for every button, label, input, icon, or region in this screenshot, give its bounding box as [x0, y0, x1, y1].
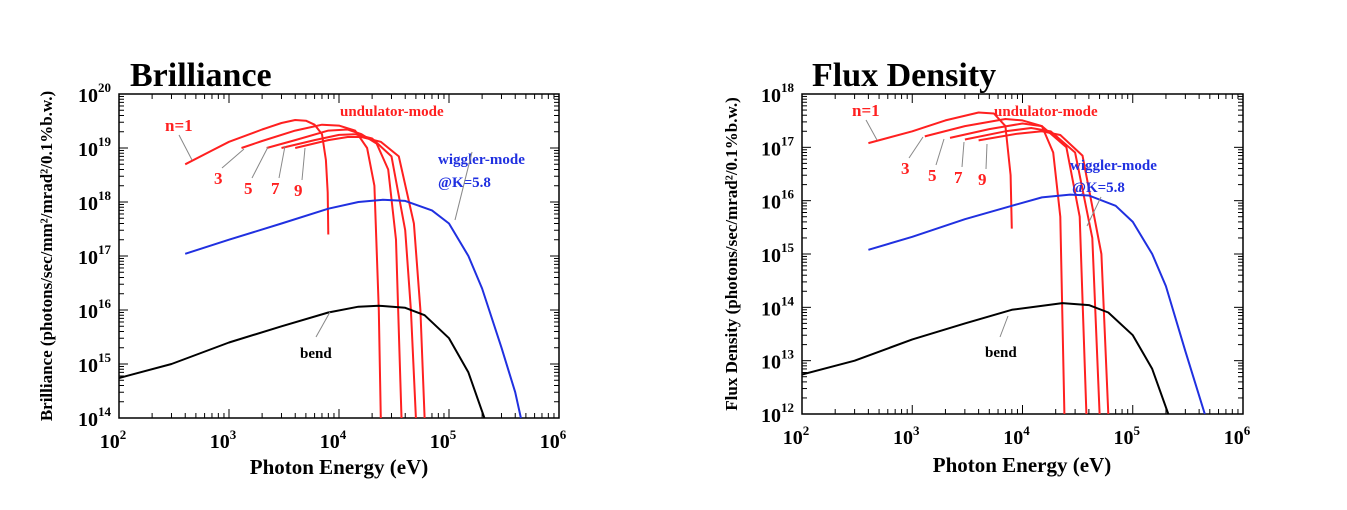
series-line-undulator-n7 [281, 133, 417, 418]
x-tick-label: 106 [540, 427, 567, 453]
plot-frame [801, 93, 1244, 415]
x-tick-label: 105 [1114, 423, 1141, 449]
flux-density-chart: Flux Density Photon Energy (eV) Flux Den… [722, 57, 1251, 477]
series-line-undulator-n7 [964, 127, 1101, 414]
x-axis-label: Photon Energy (eV) [250, 455, 428, 479]
chart-title: Flux Density [812, 57, 996, 94]
bend-label: bend [985, 345, 1017, 361]
label-n1: n=1 [852, 101, 880, 120]
y-tick-label: 1017 [761, 133, 795, 160]
series-line-wiggler [868, 193, 1206, 414]
leader-line [999, 315, 1009, 338]
wiggler-mode-label: wiggler-mode [438, 152, 525, 168]
label-n3: 3 [214, 169, 223, 188]
plot-frame [118, 93, 560, 419]
x-tick-label: 105 [430, 427, 457, 453]
x-tick-label: 104 [320, 427, 347, 453]
leader-line [278, 145, 286, 179]
x-tick-label: 103 [893, 423, 920, 449]
x-tick-label: 103 [210, 427, 237, 453]
y-tick-label: 1016 [78, 296, 112, 323]
undulator-mode-label: undulator-mode [340, 104, 444, 120]
y-tick-label: 1015 [761, 240, 795, 267]
y-tick-label: 1018 [761, 80, 795, 107]
leader-line [935, 138, 945, 166]
y-tick-label: 1015 [78, 350, 112, 377]
label-n7: 7 [271, 179, 280, 198]
series-line-undulator-n9 [294, 136, 426, 418]
series-line-bend [119, 304, 486, 418]
series-line-undulator-n1 [184, 119, 330, 235]
label-n7: 7 [954, 168, 963, 187]
y-tick-label: 1014 [78, 404, 112, 431]
leader-line [908, 136, 924, 159]
y-tick-label: 1013 [761, 347, 795, 374]
y-tick-label: 1018 [78, 188, 112, 215]
label-n9: 9 [978, 170, 987, 189]
y-tick-label: 1020 [78, 80, 111, 107]
leader-line [251, 146, 269, 179]
x-axis-label: Photon Energy (eV) [933, 453, 1111, 477]
series-line-undulator-n3 [241, 123, 382, 418]
y-tick-label: 1012 [761, 400, 794, 427]
y-tick-label: 1017 [78, 242, 112, 269]
wiggler-k-label: @K=5.8 [1072, 180, 1125, 196]
series-line-undulator-n5 [949, 122, 1088, 414]
y-tick-label: 1014 [761, 293, 795, 320]
series-line-wiggler [184, 198, 522, 418]
leader-line [865, 119, 878, 141]
wiggler-mode-label: wiggler-mode [1070, 158, 1157, 174]
label-n5: 5 [928, 166, 937, 185]
undulator-mode-label: undulator-mode [994, 104, 1098, 120]
chart-title: Brilliance [130, 57, 272, 94]
y-axis-label: Flux Density (photons/sec/mrad²/0.1%b.w.… [722, 97, 741, 410]
series-line-bend [802, 302, 1170, 414]
leader-line [301, 147, 306, 181]
leader-line [961, 141, 965, 168]
x-tick-label: 106 [1224, 423, 1251, 449]
leader-line [315, 311, 331, 338]
label-n5: 5 [244, 179, 253, 198]
leader-line [178, 134, 193, 161]
y-tick-label: 1016 [761, 187, 795, 214]
leader-line [221, 148, 245, 169]
leader-line [1086, 196, 1102, 227]
label-n3: 3 [901, 159, 910, 178]
x-tick-label: 102 [783, 423, 810, 449]
series-line-undulator-n3 [924, 118, 1066, 414]
label-n1: n=1 [165, 116, 193, 135]
bend-label: bend [300, 346, 332, 362]
leader-line [985, 143, 988, 170]
leader-line [454, 151, 473, 221]
x-tick-label: 102 [100, 427, 127, 453]
y-axis-label: Brilliance (photons/sec/mm²/mrad²/0.1%b.… [37, 91, 56, 421]
series-line-undulator-n9 [978, 130, 1110, 414]
label-n9: 9 [294, 181, 303, 200]
x-tick-label: 104 [1003, 423, 1030, 449]
series-line-undulator-n5 [266, 128, 403, 418]
y-tick-label: 1019 [78, 134, 112, 161]
brilliance-chart: Brilliance Photon Energy (eV) Brilliance… [37, 57, 567, 479]
series-line-undulator-n1 [868, 111, 1013, 229]
